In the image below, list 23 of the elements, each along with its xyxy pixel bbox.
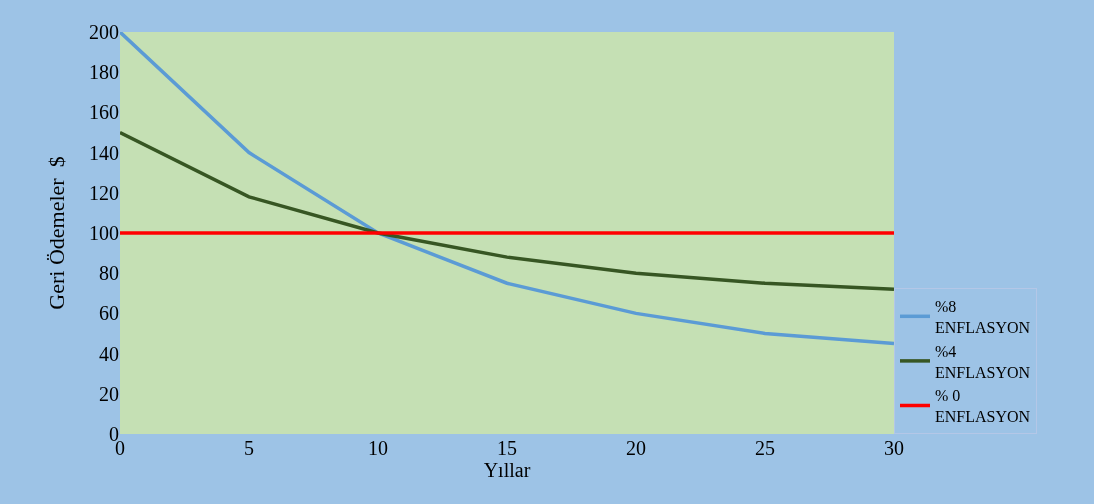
legend-label: %4 ENFLASYON — [935, 342, 1031, 381]
legend-label: %8 ENFLASYON — [935, 298, 1031, 336]
line-series — [120, 130, 894, 292]
y-tick-label: 120 — [89, 181, 119, 204]
x-axis-title: Yıllar — [483, 459, 531, 481]
legend-label: % 0 ENFLASYON — [935, 387, 1031, 426]
line-series — [120, 32, 894, 346]
y-tick-label: 60 — [99, 302, 119, 325]
y-tick-label: 20 — [99, 382, 119, 405]
x-tick-label: 30 — [884, 437, 904, 459]
y-axis-title: Geri Ödemeler $ — [43, 156, 69, 310]
y-tick-label: 40 — [99, 342, 119, 365]
y-tick-label: 100 — [89, 222, 119, 244]
x-tick-label: 20 — [626, 437, 646, 459]
x-tick-label: 25 — [755, 437, 775, 459]
y-tick-label: 80 — [99, 262, 119, 285]
y-tick-label: 140 — [89, 141, 119, 164]
x-tick-label: 10 — [368, 437, 388, 459]
x-tick-label: 5 — [244, 437, 254, 459]
x-tick-label: 15 — [497, 437, 517, 459]
y-tick-label: 180 — [89, 61, 119, 84]
y-tick-label: 160 — [89, 101, 119, 124]
y-tick-label: 200 — [89, 21, 119, 43]
